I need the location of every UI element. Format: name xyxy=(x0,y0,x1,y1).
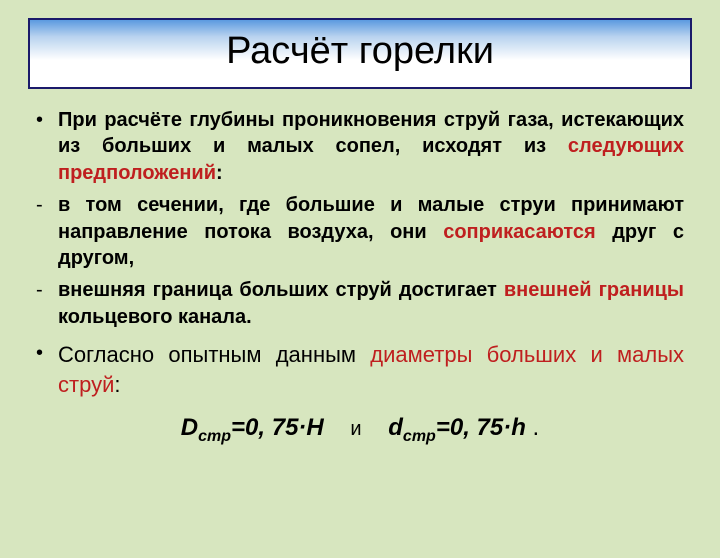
text: : xyxy=(114,372,120,397)
var-d: d xyxy=(388,414,403,441)
bullet-dash-icon: - xyxy=(36,192,58,218)
text: внешняя граница больших струй достигает xyxy=(58,279,504,301)
connector: и xyxy=(350,418,361,440)
period: . xyxy=(533,414,540,441)
paragraph-1: При расчёте глубины проникновения струй … xyxy=(58,107,684,186)
bullet-dot-icon: • xyxy=(36,107,58,133)
title-box: Расчёт горелки xyxy=(28,18,692,89)
formula-2: dстр=0, 75·h xyxy=(388,414,532,441)
subscript: стр xyxy=(198,427,231,444)
bullet-list: • При расчёте глубины проникновения стру… xyxy=(36,107,684,400)
list-item: - внешняя граница больших струй достигае… xyxy=(36,277,684,330)
text: Согласно опытным данным xyxy=(58,342,370,367)
paragraph-2: в том сечении, где большие и малые струи… xyxy=(58,192,684,271)
paragraph-3: внешняя граница больших струй достигает … xyxy=(58,277,684,330)
slide-title: Расчёт горелки xyxy=(38,30,682,73)
list-item: • Согласно опытным данным диаметры больш… xyxy=(36,340,684,399)
eq: =0, 75·h xyxy=(436,414,526,441)
body-area: • При расчёте глубины проникновения стру… xyxy=(0,101,720,445)
text: : xyxy=(216,162,223,184)
highlight-text: внешней границы xyxy=(504,279,684,301)
eq: =0, 75·H xyxy=(231,414,324,441)
list-item: • При расчёте глубины проникновения стру… xyxy=(36,107,684,186)
var-D: D xyxy=(181,414,198,441)
bullet-dot-icon: • xyxy=(36,340,58,366)
subscript: стр xyxy=(403,427,436,444)
text: кольцевого канала. xyxy=(58,306,252,328)
highlight-text: соприкасаются xyxy=(443,221,595,243)
formula-1: Dстр=0, 75·H xyxy=(181,414,331,441)
formula-row: Dстр=0, 75·H и dстр=0, 75·h . xyxy=(36,414,684,446)
bullet-dash-icon: - xyxy=(36,277,58,303)
list-item: - в том сечении, где большие и малые стр… xyxy=(36,192,684,271)
paragraph-4: Согласно опытным данным диаметры больших… xyxy=(58,340,684,399)
